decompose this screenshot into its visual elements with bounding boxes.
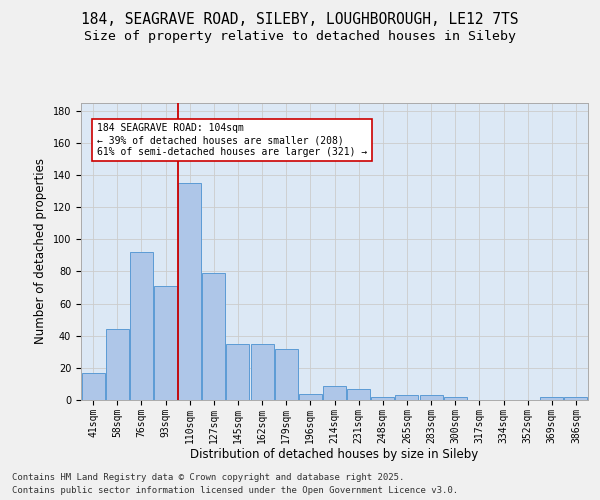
Bar [275, 348, 298, 400]
Bar [154, 286, 177, 400]
Bar [347, 388, 370, 400]
Bar [106, 329, 128, 400]
Bar [323, 386, 346, 400]
Y-axis label: Number of detached properties: Number of detached properties [34, 158, 47, 344]
Text: Contains public sector information licensed under the Open Government Licence v3: Contains public sector information licen… [12, 486, 458, 495]
Text: Contains HM Land Registry data © Crown copyright and database right 2025.: Contains HM Land Registry data © Crown c… [12, 472, 404, 482]
Bar [371, 397, 394, 400]
Bar [395, 395, 418, 400]
X-axis label: Distribution of detached houses by size in Sileby: Distribution of detached houses by size … [190, 448, 479, 462]
Bar [565, 397, 587, 400]
Bar [82, 372, 104, 400]
Bar [541, 397, 563, 400]
Bar [419, 395, 443, 400]
Bar [251, 344, 274, 400]
Text: Size of property relative to detached houses in Sileby: Size of property relative to detached ho… [84, 30, 516, 43]
Bar [130, 252, 153, 400]
Bar [226, 344, 250, 400]
Text: 184 SEAGRAVE ROAD: 104sqm
← 39% of detached houses are smaller (208)
61% of semi: 184 SEAGRAVE ROAD: 104sqm ← 39% of detac… [97, 124, 367, 156]
Text: 184, SEAGRAVE ROAD, SILEBY, LOUGHBOROUGH, LE12 7TS: 184, SEAGRAVE ROAD, SILEBY, LOUGHBOROUGH… [81, 12, 519, 28]
Bar [178, 183, 201, 400]
Bar [444, 397, 467, 400]
Bar [202, 273, 225, 400]
Bar [299, 394, 322, 400]
